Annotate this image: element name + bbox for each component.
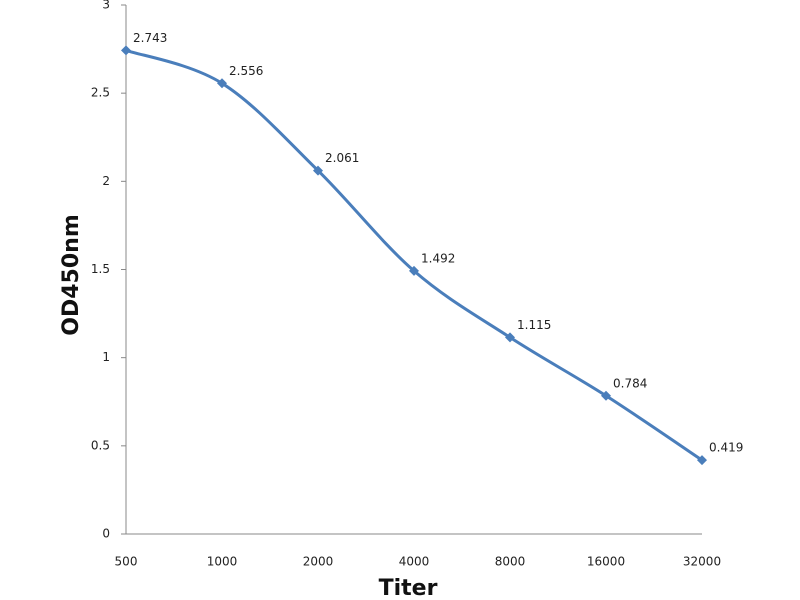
x-tick-label: 1000 xyxy=(207,555,238,569)
data-label: 0.419 xyxy=(709,441,743,455)
y-tick-label: 0.5 xyxy=(91,438,110,452)
marker xyxy=(121,45,131,56)
y-tick-label: 1.5 xyxy=(91,262,110,276)
line xyxy=(125,48,703,462)
marker xyxy=(313,165,323,176)
x-tick-label: 500 xyxy=(115,555,138,569)
y-tick-label: 2.5 xyxy=(91,86,110,100)
y-axis-title: OD450nm xyxy=(59,214,84,335)
x-tick-label: 16000 xyxy=(587,555,625,569)
x-tick-label: 8000 xyxy=(495,555,526,569)
data-label: 2.061 xyxy=(325,151,359,165)
data-label: 1.492 xyxy=(421,251,455,265)
marker xyxy=(217,78,227,89)
marker xyxy=(697,455,707,466)
data-label: 0.784 xyxy=(613,376,647,390)
y-tick-label: 1 xyxy=(102,350,110,364)
y-tick-label: 3 xyxy=(102,0,110,12)
y-tick-label: 2 xyxy=(102,174,110,188)
x-axis-title: Titer xyxy=(379,576,438,600)
data-label: 1.115 xyxy=(517,318,551,332)
x-tick-label: 4000 xyxy=(399,555,430,569)
marker xyxy=(601,390,611,401)
x-tick-label: 32000 xyxy=(683,555,721,569)
marker xyxy=(505,332,515,343)
data-label: 2.743 xyxy=(133,31,167,45)
x-tick-label: 2000 xyxy=(303,555,334,569)
data-label: 2.556 xyxy=(229,64,263,78)
y-tick-label: 0 xyxy=(102,527,110,541)
marker xyxy=(409,265,419,276)
